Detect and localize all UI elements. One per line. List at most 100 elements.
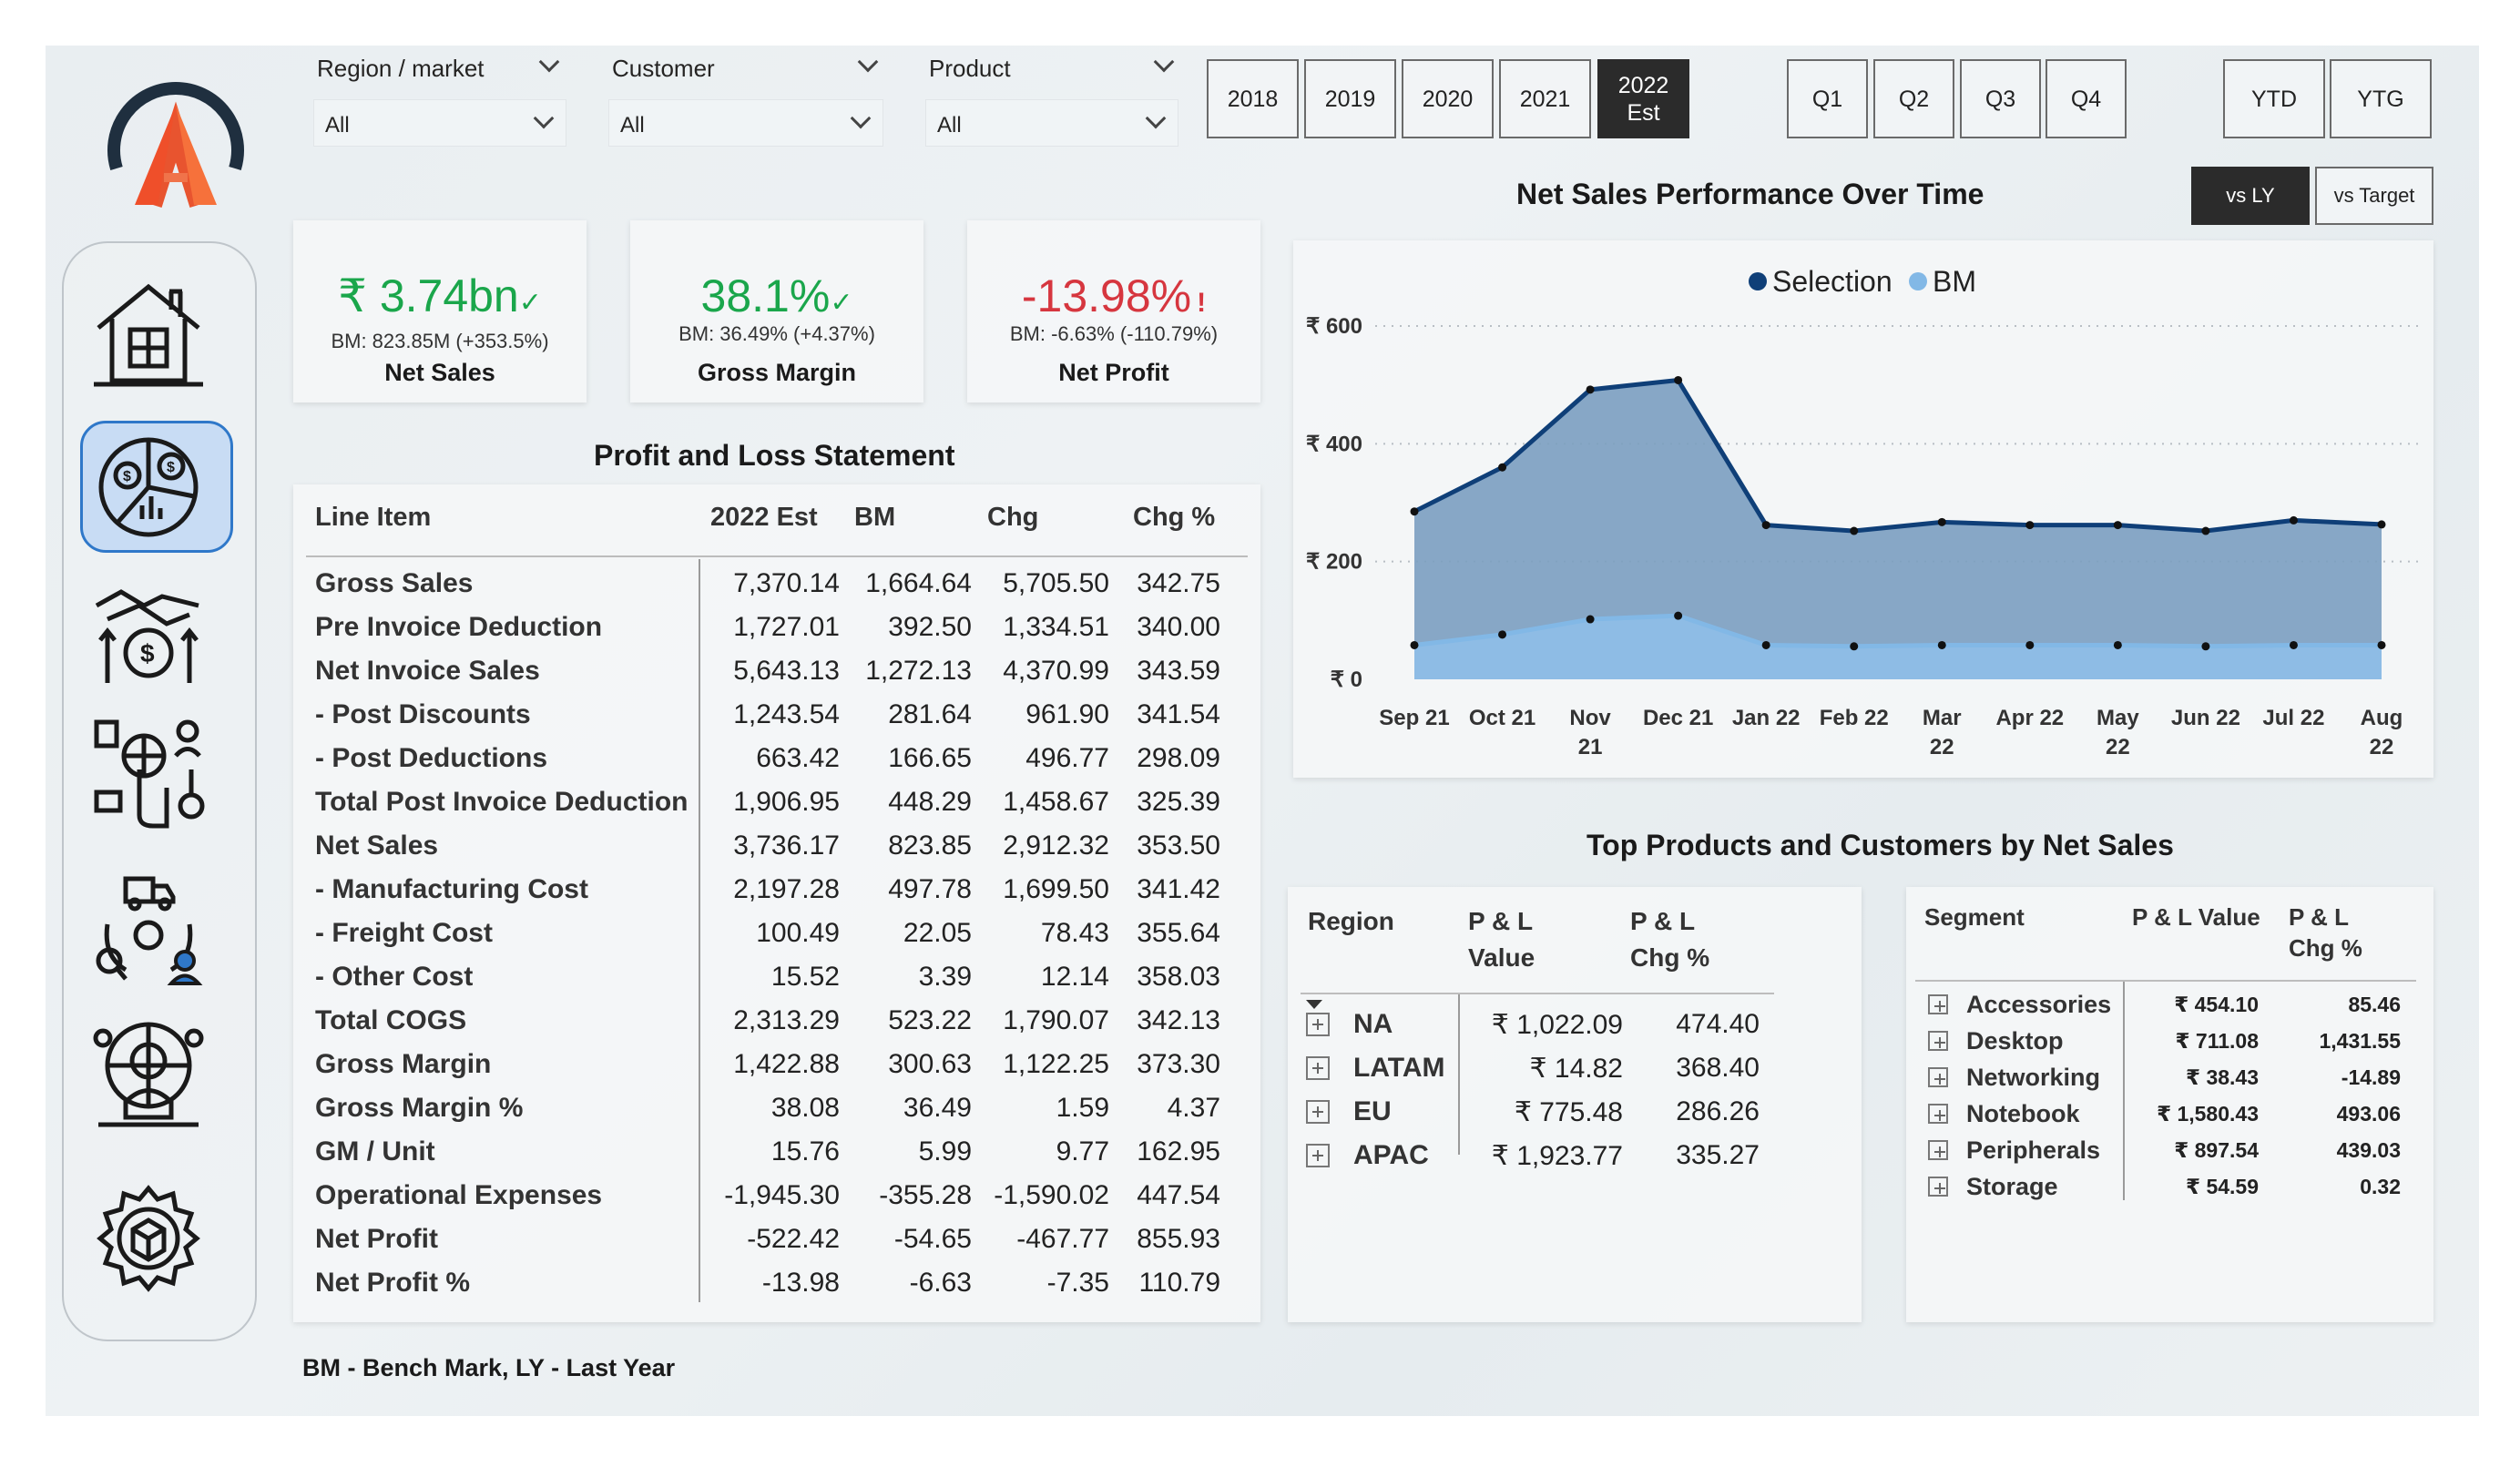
data-point[interactable]: [1761, 640, 1770, 649]
table-row[interactable]: LATAM ₹ 14.82 368.40: [1288, 1047, 1862, 1089]
sales-icon[interactable]: $: [89, 569, 208, 688]
pl-col-year[interactable]: 2022 Est: [710, 503, 818, 532]
segment-col-header[interactable]: P & L Value: [2132, 902, 2260, 932]
data-point[interactable]: [1850, 642, 1859, 651]
data-point[interactable]: [1498, 630, 1507, 639]
table-row[interactable]: Gross Margin 1,422.88 300.63 1,122.25 373.30: [293, 1044, 1260, 1087]
data-point[interactable]: [1937, 640, 1946, 649]
table-row[interactable]: - Other Cost 15.52 3.39 12.14 358.03: [293, 956, 1260, 1000]
pl-col-chg[interactable]: Chg: [987, 503, 1039, 532]
legend-marker[interactable]: [1749, 272, 1767, 290]
table-row[interactable]: Networking ₹ 38.43 -14.89: [1906, 1058, 2433, 1095]
table-row[interactable]: Total Post Invoice Deduction 1,906.95 448.…: [293, 781, 1260, 825]
data-point[interactable]: [2201, 526, 2210, 535]
customer-filter-dropdown[interactable]: All: [608, 99, 883, 147]
ytd-button[interactable]: YTD: [2223, 59, 2325, 138]
quarter-button-q2[interactable]: Q2: [1873, 59, 1954, 138]
data-point[interactable]: [2025, 640, 2035, 649]
segment-col-header[interactable]: Segment: [1924, 902, 2025, 932]
vs-target-button[interactable]: vs Target: [2315, 167, 2433, 225]
table-row[interactable]: - Manufacturing Cost 2,197.28 497.78 1,699.…: [293, 869, 1260, 912]
year-button-2021[interactable]: 2021: [1499, 59, 1591, 138]
expand-icon[interactable]: [1928, 994, 1948, 1014]
data-point[interactable]: [1410, 640, 1419, 649]
year-button-2022-est[interactable]: 2022 Est: [1597, 59, 1689, 138]
data-point[interactable]: [1586, 615, 1595, 624]
data-point[interactable]: [2289, 640, 2298, 649]
data-point[interactable]: [1674, 375, 1683, 384]
data-point[interactable]: [1586, 385, 1595, 394]
table-row[interactable]: GM / Unit 15.76 5.99 9.77 162.95: [293, 1131, 1260, 1175]
expand-icon[interactable]: [1306, 1144, 1330, 1167]
segment-col-header[interactable]: P & L Chg %: [2289, 902, 2362, 963]
table-row[interactable]: APAC ₹ 1,923.77 335.27: [1288, 1135, 1862, 1177]
table-row[interactable]: Accessories ₹ 454.10 85.46: [1906, 985, 2433, 1022]
legend-label[interactable]: Selection: [1772, 265, 1893, 298]
table-row[interactable]: EU ₹ 775.48 286.26: [1288, 1091, 1862, 1133]
product-filter-dropdown[interactable]: All: [925, 99, 1178, 147]
table-row[interactable]: - Post Discounts 1,243.54 281.64 961.90 341.…: [293, 694, 1260, 738]
table-row[interactable]: Desktop ₹ 711.08 1,431.55: [1906, 1022, 2433, 1058]
quarter-button-q1[interactable]: Q1: [1787, 59, 1868, 138]
table-row[interactable]: Peripherals ₹ 897.54 439.03: [1906, 1131, 2433, 1167]
data-point[interactable]: [2377, 520, 2386, 529]
data-point[interactable]: [1674, 611, 1683, 620]
expand-icon[interactable]: [1928, 1104, 1948, 1124]
table-row[interactable]: NA ₹ 1,022.09 474.40: [1288, 1004, 1862, 1045]
pl-col-chg-pct[interactable]: Chg %: [1133, 503, 1216, 532]
data-point[interactable]: [1937, 517, 1946, 526]
region-col-header[interactable]: Region: [1308, 903, 1394, 940]
expand-icon[interactable]: [1306, 1100, 1330, 1124]
data-point[interactable]: [2025, 521, 2035, 530]
data-point[interactable]: [2113, 640, 2122, 649]
table-row[interactable]: - Freight Cost 100.49 22.05 78.43 355.64: [293, 912, 1260, 956]
home-icon[interactable]: [89, 273, 208, 392]
year-button-2018[interactable]: 2018: [1207, 59, 1299, 138]
expand-icon[interactable]: [1928, 1177, 1948, 1197]
table-row[interactable]: Gross Sales 7,370.14 1,664.64 5,705.50 342.7…: [293, 563, 1260, 606]
year-button-2019[interactable]: 2019: [1304, 59, 1396, 138]
table-row[interactable]: Total COGS 2,313.29 523.22 1,790.07 342.13: [293, 1000, 1260, 1044]
data-point[interactable]: [1498, 463, 1507, 472]
data-point[interactable]: [2201, 642, 2210, 651]
expand-icon[interactable]: [1928, 1031, 1948, 1051]
finance-icon[interactable]: $ $: [89, 428, 208, 546]
expand-icon[interactable]: [1306, 1013, 1330, 1036]
quarter-button-q4[interactable]: Q4: [2046, 59, 2127, 138]
table-row[interactable]: Operational Expenses -1,945.30 -355.28 -1,5…: [293, 1175, 1260, 1218]
quarter-button-q3[interactable]: Q3: [1960, 59, 2041, 138]
table-row[interactable]: - Post Deductions 663.42 166.65 496.77 298.0…: [293, 738, 1260, 781]
table-row[interactable]: Storage ₹ 54.59 0.32: [1906, 1167, 2433, 1204]
expand-icon[interactable]: [1306, 1056, 1330, 1080]
supply-chain-icon[interactable]: [89, 870, 208, 988]
sort-desc-icon[interactable]: [1306, 1000, 1322, 1009]
table-row[interactable]: Notebook ₹ 1,580.43 493.06: [1906, 1095, 2433, 1131]
data-point[interactable]: [1410, 507, 1419, 516]
table-row[interactable]: Gross Margin % 38.08 36.49 1.59 4.37: [293, 1087, 1260, 1131]
legend-label[interactable]: BM: [1933, 265, 1976, 298]
expand-icon[interactable]: [1928, 1140, 1948, 1160]
table-row[interactable]: Net Invoice Sales 5,643.13 1,272.13 4,370.9…: [293, 650, 1260, 694]
data-point[interactable]: [2289, 515, 2298, 525]
marketing-icon[interactable]: [89, 715, 208, 833]
ytg-button[interactable]: YTG: [2330, 59, 2432, 138]
data-point[interactable]: [2377, 640, 2386, 649]
executive-icon[interactable]: [89, 1015, 208, 1134]
legend-marker[interactable]: [1909, 272, 1927, 290]
table-row[interactable]: Net Profit % -13.98 -6.63 -7.35 110.79: [293, 1262, 1260, 1306]
data-point[interactable]: [1761, 521, 1770, 530]
region-filter-dropdown[interactable]: All: [313, 99, 566, 147]
expand-icon[interactable]: [1928, 1067, 1948, 1087]
data-point[interactable]: [1850, 526, 1859, 535]
settings-icon[interactable]: [89, 1179, 208, 1298]
pl-col-line-item[interactable]: Line Item: [315, 503, 432, 532]
pl-col-bm[interactable]: BM: [854, 503, 896, 532]
year-button-2020[interactable]: 2020: [1402, 59, 1494, 138]
vs-ly-button[interactable]: vs LY: [2191, 167, 2310, 225]
region-col-header[interactable]: P & L Chg %: [1630, 903, 1709, 976]
data-point[interactable]: [2113, 521, 2122, 530]
region-col-header[interactable]: P & L Value: [1468, 903, 1535, 976]
table-row[interactable]: Pre Invoice Deduction 1,727.01 392.50 1,334…: [293, 606, 1260, 650]
table-row[interactable]: Net Sales 3,736.17 823.85 2,912.32 353.50: [293, 825, 1260, 869]
table-row[interactable]: Net Profit -522.42 -54.65 -467.77 855.93: [293, 1218, 1260, 1262]
